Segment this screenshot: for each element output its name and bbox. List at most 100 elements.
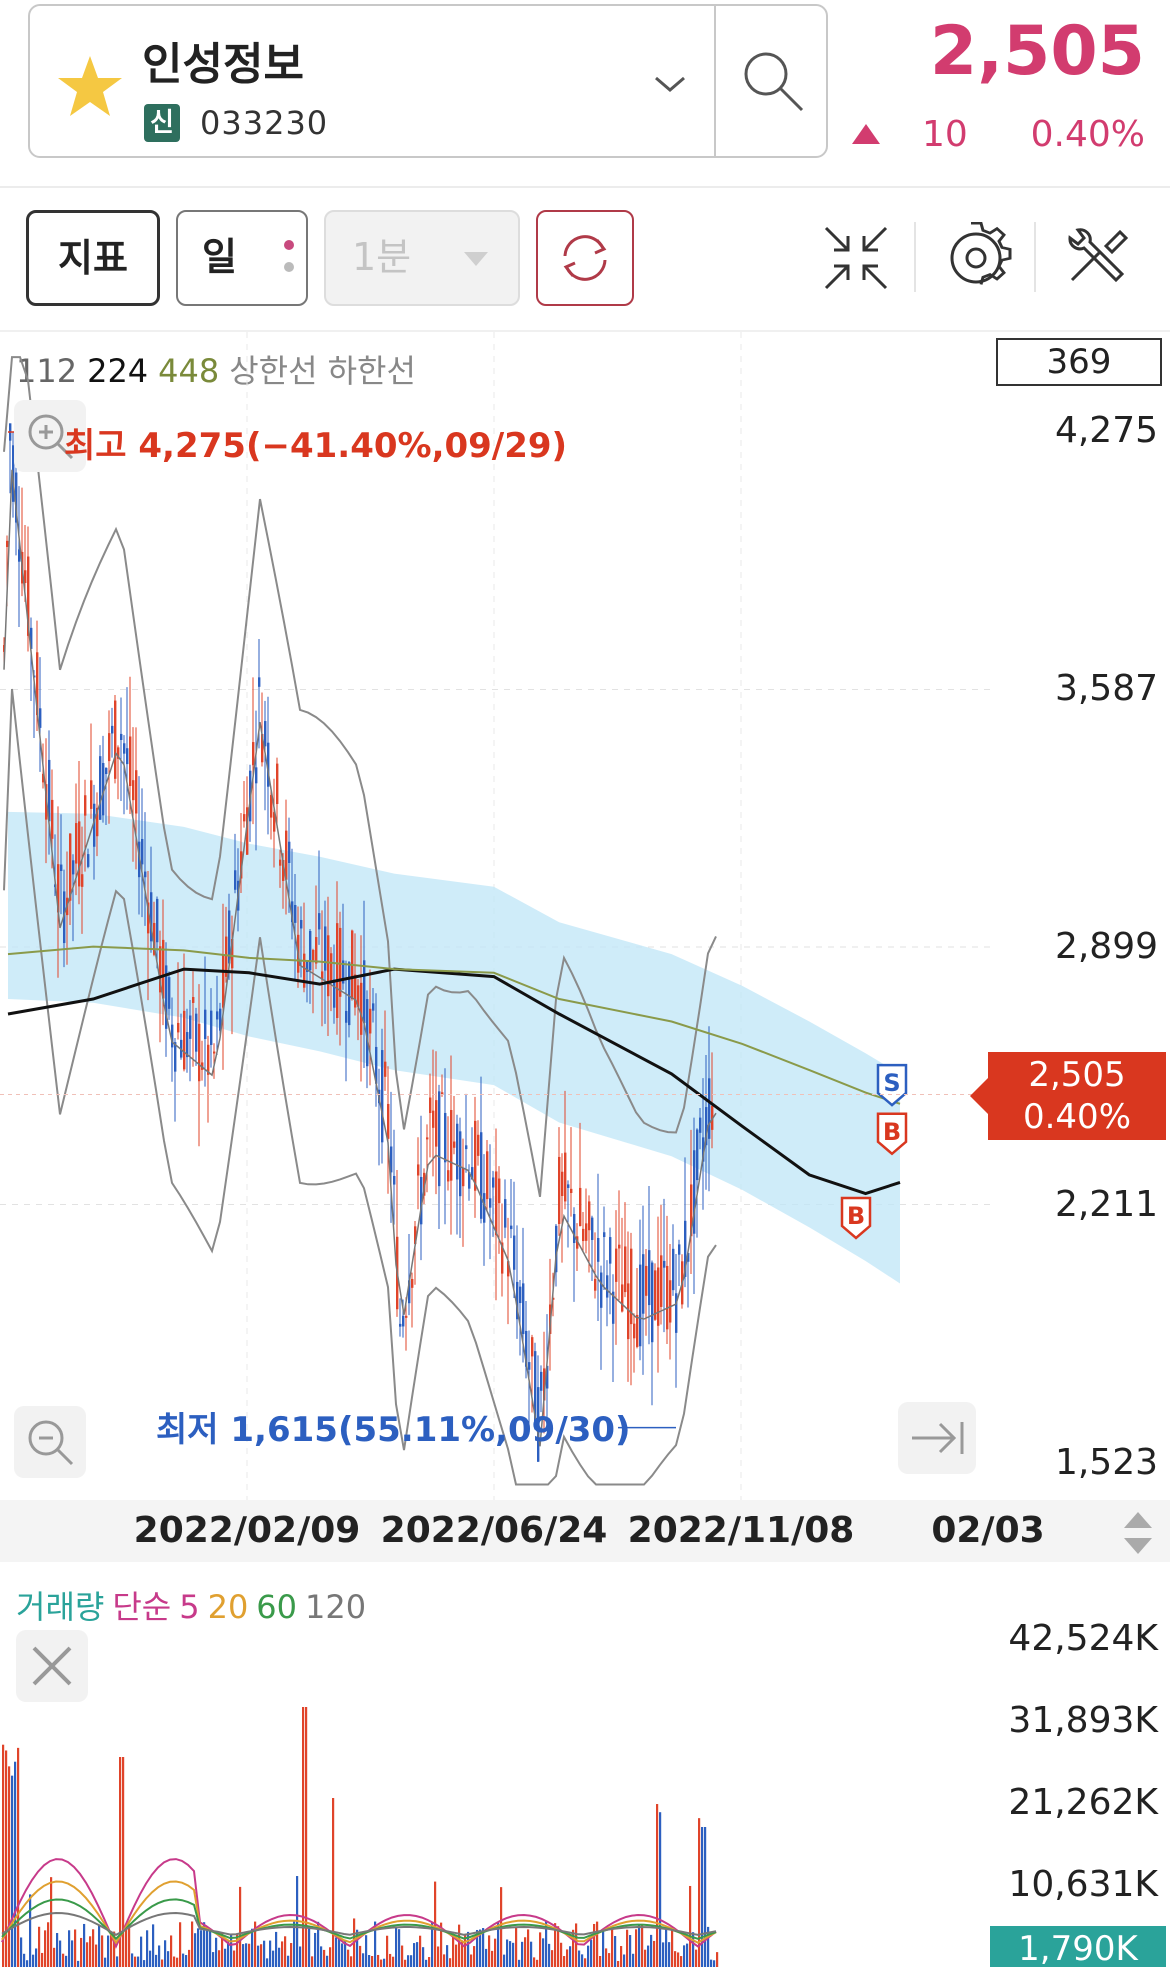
volume-bar xyxy=(200,1930,203,1967)
volume-bar xyxy=(671,1928,674,1967)
candle-body xyxy=(369,1008,372,1034)
x-axis[interactable]: 2022/02/09 2022/06/24 2022/11/08 02/03 xyxy=(0,1500,1170,1562)
volume-bar xyxy=(338,1937,341,1967)
volume-bar xyxy=(302,1707,305,1967)
volume-bar xyxy=(530,1941,533,1967)
candle-body xyxy=(435,1100,438,1147)
volume-bar xyxy=(305,1707,308,1967)
candle-body xyxy=(501,1242,504,1274)
candle-body xyxy=(597,1238,600,1262)
volume-bar xyxy=(344,1939,347,1967)
candle-body xyxy=(510,1225,513,1230)
volume-bar xyxy=(626,1929,629,1967)
candle-body xyxy=(420,1176,423,1225)
zoom-in-button[interactable] xyxy=(14,400,86,472)
high-price-label: 최고 4,275(−41.40%,09/29) xyxy=(64,426,568,466)
close-volume-button[interactable] xyxy=(16,1630,88,1702)
candle-body xyxy=(345,1010,348,1023)
candle-body xyxy=(309,930,312,971)
volume-bar xyxy=(515,1927,518,1967)
candle-body xyxy=(330,953,333,982)
candle-body xyxy=(204,1009,207,1039)
volume-bar xyxy=(503,1954,506,1967)
volume-bar xyxy=(74,1929,77,1967)
volume-bar xyxy=(248,1943,251,1967)
candle-body xyxy=(531,1337,534,1357)
period-button[interactable]: 일 xyxy=(176,210,308,306)
volume-bar xyxy=(677,1952,680,1967)
candle-body xyxy=(600,1272,603,1308)
volume-bar xyxy=(590,1939,593,1967)
refresh-icon xyxy=(563,235,607,281)
price-chart[interactable]: SBB xyxy=(0,332,990,1500)
candle-body xyxy=(363,960,366,1024)
chevron-down-icon[interactable] xyxy=(650,64,690,104)
volume-bar xyxy=(497,1922,500,1967)
candle-body xyxy=(696,1129,699,1181)
candle-body xyxy=(546,1365,549,1389)
candle-body xyxy=(507,1261,510,1277)
volume-bar xyxy=(65,1955,68,1967)
up-down-arrows-icon[interactable] xyxy=(1118,1510,1158,1556)
stock-selector[interactable]: 인성정보 신 033230 xyxy=(28,4,828,158)
candle-body xyxy=(492,1177,495,1188)
volume-bar xyxy=(191,1921,194,1967)
volume-bar xyxy=(29,1894,32,1967)
price-change: 10 xyxy=(922,114,968,155)
candle-body xyxy=(267,742,270,787)
candle-body xyxy=(81,874,84,887)
candle-body xyxy=(588,1201,591,1231)
volume-bar xyxy=(629,1935,632,1967)
volume-chart[interactable] xyxy=(0,1562,990,1967)
volume-bar xyxy=(164,1940,167,1967)
star-icon[interactable] xyxy=(54,50,126,122)
volume-bar xyxy=(38,1926,41,1967)
buy-signal-marker-shape xyxy=(840,1196,872,1240)
volume-bar xyxy=(209,1929,212,1967)
search-button[interactable] xyxy=(714,6,828,156)
gear-icon[interactable] xyxy=(940,222,1012,294)
volume-bar xyxy=(221,1932,224,1967)
indicator-button[interactable]: 지표 xyxy=(26,210,160,306)
volume-bar xyxy=(290,1943,293,1967)
candle-count-box[interactable]: 369 xyxy=(996,338,1162,386)
candle-body xyxy=(177,1022,180,1033)
up-triangle-icon xyxy=(852,124,880,144)
candle-body xyxy=(318,913,321,930)
volume-bar xyxy=(422,1947,425,1967)
candle-body xyxy=(612,1291,615,1324)
candle-body xyxy=(306,960,309,973)
volume-bar xyxy=(107,1935,110,1967)
candle-body xyxy=(504,1199,507,1228)
candle-body xyxy=(633,1323,636,1339)
candle-body xyxy=(408,1280,411,1304)
volume-bar xyxy=(602,1930,605,1967)
candle-body xyxy=(381,1050,384,1143)
minute-select[interactable]: 1분 xyxy=(324,210,520,306)
buy-signal-marker-text: B xyxy=(847,1202,865,1230)
volume-bar xyxy=(644,1949,647,1967)
candle-body xyxy=(96,807,99,837)
volume-bar xyxy=(203,1922,206,1967)
sell-signal-marker-shape xyxy=(876,1063,908,1107)
zoom-out-button[interactable] xyxy=(14,1406,86,1478)
stock-name: 인성정보 xyxy=(142,39,304,90)
refresh-button[interactable] xyxy=(536,210,634,306)
volume-bar xyxy=(557,1926,560,1967)
candle-body xyxy=(339,927,342,997)
candle-body xyxy=(366,999,369,1067)
candle-body xyxy=(384,1061,387,1077)
candle-body xyxy=(303,953,306,988)
candle-body xyxy=(6,540,9,548)
volume-bar xyxy=(404,1959,407,1967)
scroll-to-end-button[interactable] xyxy=(898,1402,976,1474)
volume-bar xyxy=(674,1951,677,1967)
volume-bar xyxy=(431,1922,434,1967)
volume-bar xyxy=(473,1946,476,1967)
volume-bar xyxy=(539,1932,542,1967)
candle-body xyxy=(285,830,288,880)
collapse-icon[interactable] xyxy=(820,222,892,294)
close-icon xyxy=(32,1646,72,1686)
tools-icon[interactable] xyxy=(1060,222,1132,294)
